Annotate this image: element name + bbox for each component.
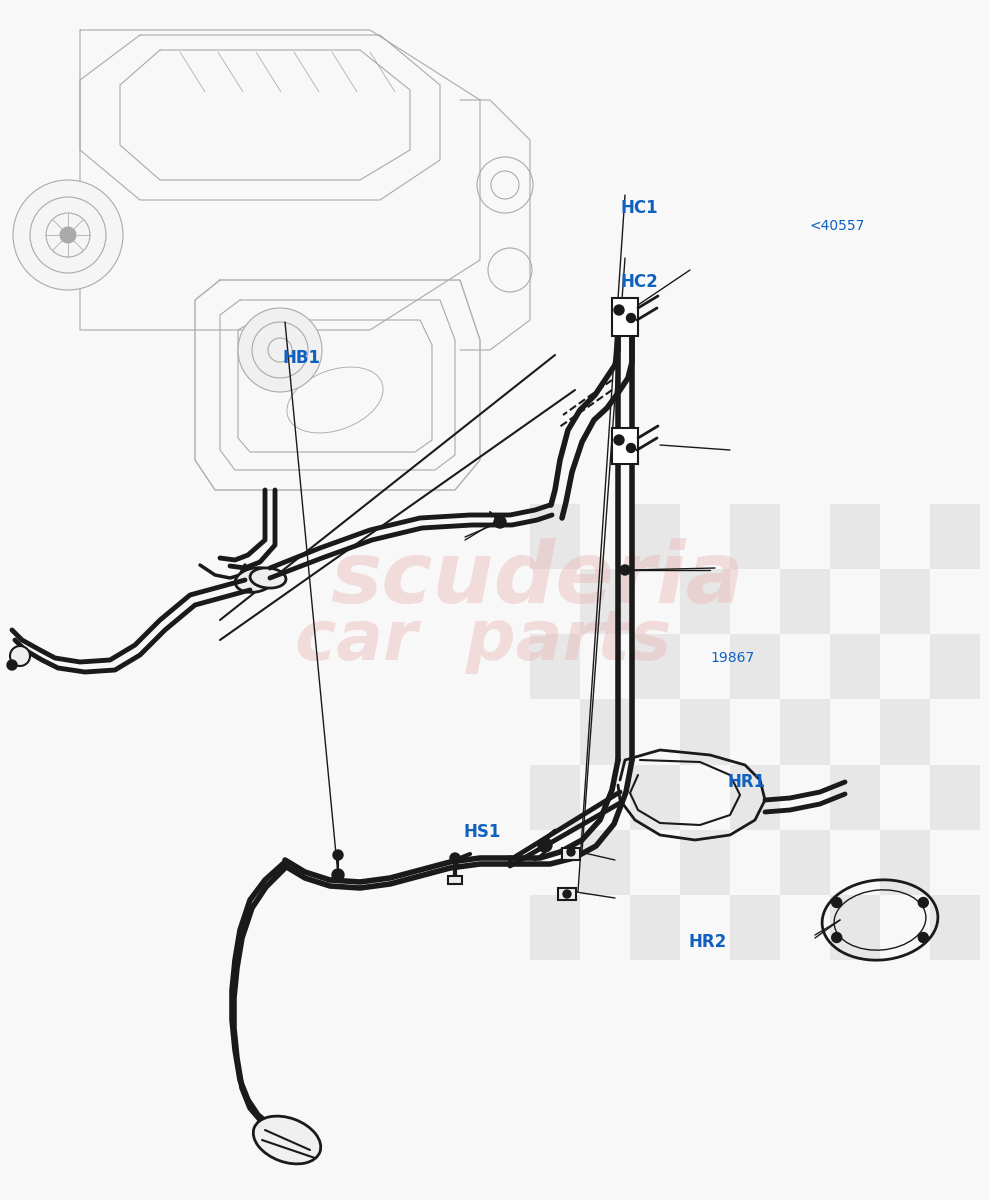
Circle shape	[332, 869, 344, 881]
Bar	[730, 895, 780, 960]
Bar	[930, 635, 980, 700]
Bar	[448, 876, 462, 884]
Bar	[612, 428, 638, 464]
Text: HR1: HR1	[728, 773, 766, 792]
Circle shape	[538, 838, 552, 852]
Bar	[780, 700, 830, 764]
Circle shape	[627, 444, 636, 452]
Bar	[580, 700, 630, 764]
Circle shape	[614, 434, 624, 445]
Bar	[730, 764, 780, 829]
Bar	[562, 848, 580, 860]
Bar	[930, 504, 980, 569]
Text: <40557: <40557	[810, 218, 865, 233]
Text: HC2: HC2	[621, 272, 658, 290]
Bar	[630, 635, 680, 700]
Bar	[530, 504, 580, 569]
Bar	[780, 569, 830, 635]
Text: HB1: HB1	[282, 348, 320, 366]
Circle shape	[7, 660, 17, 670]
Bar	[730, 635, 780, 700]
Bar	[780, 829, 830, 895]
Circle shape	[832, 898, 842, 907]
Circle shape	[832, 932, 842, 942]
Bar	[880, 829, 930, 895]
Bar	[530, 895, 580, 960]
Circle shape	[567, 848, 575, 856]
Circle shape	[620, 565, 630, 575]
Circle shape	[919, 932, 929, 942]
Ellipse shape	[253, 1116, 321, 1164]
Bar	[558, 888, 576, 900]
Bar	[680, 829, 730, 895]
Text: HR2: HR2	[688, 934, 727, 950]
Text: car  parts: car parts	[295, 606, 671, 673]
Circle shape	[919, 898, 929, 907]
Circle shape	[494, 516, 506, 528]
Circle shape	[627, 313, 636, 323]
Bar	[830, 895, 880, 960]
Circle shape	[60, 227, 76, 242]
Bar	[880, 569, 930, 635]
Bar	[530, 635, 580, 700]
Bar	[930, 764, 980, 829]
Bar	[880, 700, 930, 764]
Circle shape	[13, 180, 123, 290]
Bar	[680, 569, 730, 635]
Bar	[730, 504, 780, 569]
Ellipse shape	[250, 568, 286, 588]
Bar	[630, 764, 680, 829]
Text: HC1: HC1	[621, 198, 658, 216]
Ellipse shape	[236, 568, 275, 593]
Circle shape	[10, 646, 30, 666]
Circle shape	[563, 890, 571, 898]
Bar	[830, 635, 880, 700]
Bar	[830, 764, 880, 829]
Circle shape	[238, 308, 322, 392]
Circle shape	[614, 305, 624, 314]
Bar	[930, 895, 980, 960]
Bar	[580, 829, 630, 895]
Bar	[830, 504, 880, 569]
Circle shape	[450, 853, 460, 863]
Bar	[580, 569, 630, 635]
Text: 19867: 19867	[711, 650, 755, 665]
Circle shape	[333, 850, 343, 860]
Bar	[530, 764, 580, 829]
Bar	[680, 700, 730, 764]
Bar	[612, 298, 638, 336]
Bar	[630, 504, 680, 569]
Text: HS1: HS1	[463, 822, 501, 840]
Bar	[630, 895, 680, 960]
Text: scuderia: scuderia	[330, 539, 743, 622]
